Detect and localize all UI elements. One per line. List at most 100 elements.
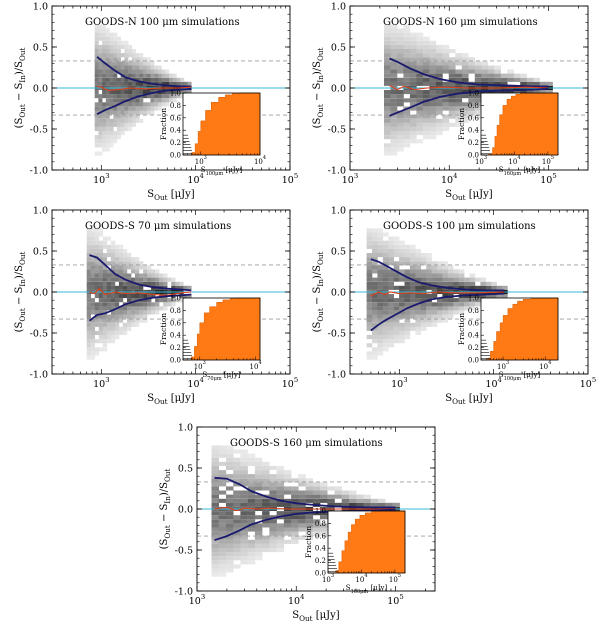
density-cell xyxy=(520,90,527,95)
density-cell xyxy=(422,106,430,111)
density-cell xyxy=(211,470,219,475)
density-cell xyxy=(135,302,140,307)
density-cell xyxy=(390,40,398,45)
density-cell xyxy=(404,330,411,335)
density-cell xyxy=(94,273,100,278)
density-cell xyxy=(390,69,398,74)
inset-y-tick-label: 1.0 xyxy=(468,90,479,98)
density-cell xyxy=(269,527,277,532)
density-cell xyxy=(393,322,400,327)
x-tick-label: 103 xyxy=(189,593,205,607)
density-cell xyxy=(305,498,314,503)
density-cell xyxy=(397,102,404,107)
density-cell xyxy=(409,298,416,303)
density-cell xyxy=(384,135,391,140)
density-cell xyxy=(429,127,437,132)
density-cell xyxy=(106,339,112,344)
density-cell xyxy=(118,269,124,274)
density-cell xyxy=(283,523,292,528)
density-cell xyxy=(388,281,394,286)
density-cell xyxy=(113,53,118,58)
density-cell xyxy=(143,73,147,78)
density-cell xyxy=(356,494,364,499)
density-cell xyxy=(442,302,449,307)
density-cell xyxy=(461,65,469,70)
density-cell xyxy=(480,285,487,290)
density-cell xyxy=(526,81,534,86)
density-cell xyxy=(429,114,437,119)
density-cell xyxy=(453,269,459,274)
density-cell xyxy=(435,118,443,123)
density-cell xyxy=(128,102,133,107)
density-cell xyxy=(131,61,136,66)
density-cell xyxy=(393,285,400,290)
density-cell xyxy=(106,294,112,299)
density-cell xyxy=(291,494,299,499)
density-cell xyxy=(384,40,391,45)
density-cell xyxy=(247,548,256,553)
density-cell xyxy=(435,102,443,107)
density-cell xyxy=(409,49,417,54)
density-cell xyxy=(429,94,437,99)
density-cell xyxy=(128,61,133,66)
density-cell xyxy=(426,310,432,315)
density-cell xyxy=(474,110,482,115)
density-cell xyxy=(122,326,128,331)
density-cell xyxy=(276,548,285,553)
density-cell xyxy=(247,511,256,516)
density-cell xyxy=(98,248,104,253)
density-cell xyxy=(269,478,277,483)
density-cell xyxy=(442,49,450,54)
density-cell xyxy=(211,572,219,577)
density-cell xyxy=(139,294,144,299)
density-cell xyxy=(94,106,99,111)
density-cell xyxy=(384,114,391,119)
density-cell xyxy=(247,474,256,479)
density-cell xyxy=(415,330,422,335)
inset-x-tick-label: 103 xyxy=(475,155,487,166)
density-cell xyxy=(226,548,234,553)
density-cell xyxy=(435,106,443,111)
density-cell xyxy=(269,519,277,524)
density-cell xyxy=(393,277,400,282)
density-cell xyxy=(372,277,378,282)
density-cell xyxy=(105,61,110,66)
x-tick-label: 105 xyxy=(540,172,556,186)
density-cell xyxy=(233,494,241,499)
density-cell xyxy=(437,314,443,319)
density-cell xyxy=(382,244,389,249)
density-cell xyxy=(426,277,432,282)
density-cell xyxy=(102,306,108,311)
density-cell xyxy=(180,90,185,95)
density-cell xyxy=(377,269,384,274)
density-cell xyxy=(240,461,248,466)
density-cell xyxy=(491,294,497,299)
density-cell xyxy=(455,114,463,119)
density-cell xyxy=(172,94,177,99)
density-cell xyxy=(218,527,227,532)
density-cell xyxy=(155,273,160,278)
density-cell xyxy=(305,515,314,520)
density-cell xyxy=(420,298,427,303)
density-cell xyxy=(176,81,181,86)
density-cell xyxy=(109,102,114,107)
density-cell xyxy=(106,322,112,327)
density-cell xyxy=(399,244,405,249)
density-cell xyxy=(155,298,160,303)
density-cell xyxy=(211,498,219,503)
density-cell xyxy=(86,330,91,335)
density-cell xyxy=(117,81,121,86)
density-cell xyxy=(397,94,404,99)
density-cell xyxy=(320,482,328,487)
density-cell xyxy=(122,248,128,253)
density-cell xyxy=(113,36,118,41)
density-cell xyxy=(94,285,100,290)
density-cell xyxy=(106,253,112,258)
density-cell xyxy=(388,269,394,274)
density-cell xyxy=(109,36,114,41)
density-cell xyxy=(98,281,104,286)
density-cell xyxy=(171,277,176,282)
density-cell xyxy=(458,277,465,282)
density-cell xyxy=(143,102,147,107)
density-cell xyxy=(298,519,306,524)
